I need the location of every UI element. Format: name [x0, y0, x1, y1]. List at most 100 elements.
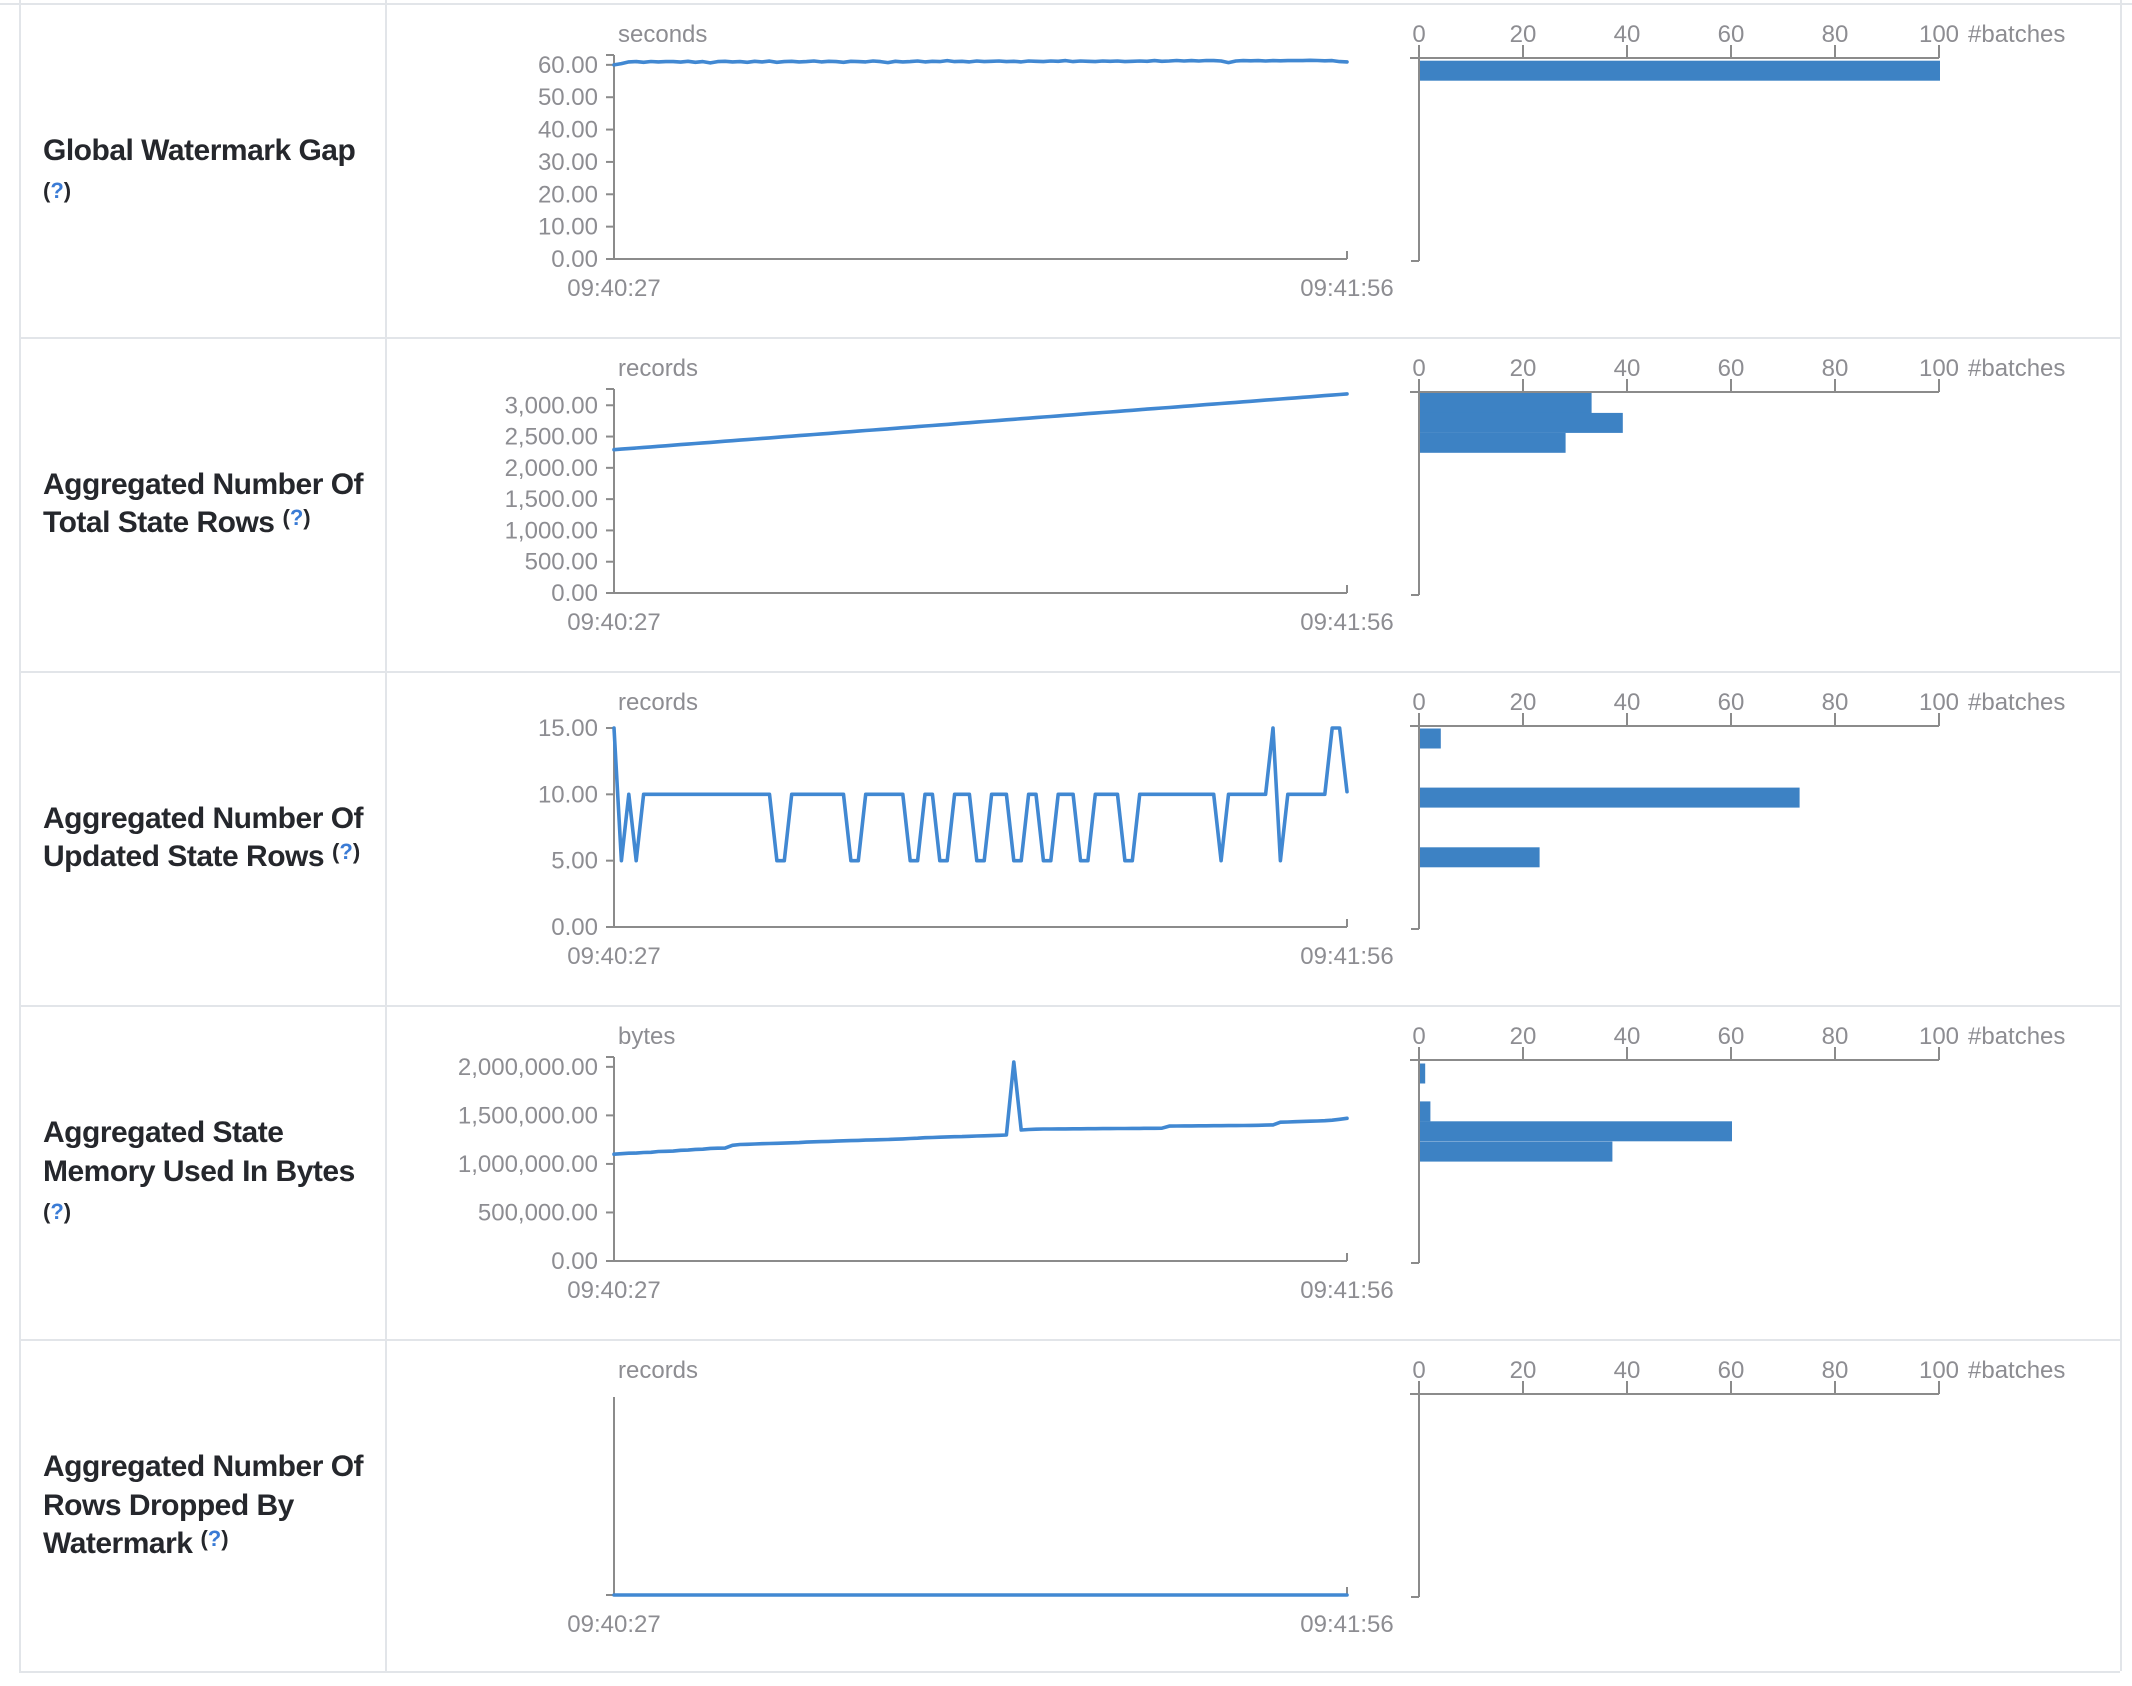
- state-memory-used-charts: bytes 2,000,000.00 1,500,000.00 1,000,000.0…: [458, 1023, 2066, 1304]
- svg-text:80: 80: [1822, 355, 1849, 382]
- metric-title: Aggregated Number Of: [43, 801, 364, 835]
- svg-text:100: 100: [1919, 1023, 1959, 1050]
- svg-text:60: 60: [1718, 1023, 1745, 1050]
- svg-text:40: 40: [1614, 1357, 1641, 1384]
- svg-text:09:40:27: 09:40:27: [567, 943, 660, 970]
- metric-title: Aggregated State: [43, 1116, 284, 1150]
- metric-row-state-memory-used: bytes 2,000,000.00 1,500,000.00 1,000,000.0…: [0, 1005, 2132, 1339]
- help-icon[interactable]: (?): [43, 178, 72, 203]
- metric-title: Aggregated Number Of: [43, 1450, 364, 1484]
- table-left-border: [19, 0, 21, 1671]
- metric-title: Updated State Rows: [43, 840, 325, 873]
- svg-text:0.00: 0.00: [551, 580, 598, 607]
- svg-text:#batches: #batches: [1968, 689, 2065, 716]
- svg-text:60: 60: [1718, 689, 1745, 716]
- svg-text:09:41:56: 09:41:56: [1300, 609, 1393, 636]
- svg-text:60: 60: [1718, 21, 1745, 48]
- svg-text:1,000,000.00: 1,000,000.00: [458, 1151, 598, 1178]
- svg-text:100: 100: [1919, 21, 1959, 48]
- svg-text:0.00: 0.00: [551, 246, 598, 273]
- svg-text:100: 100: [1919, 689, 1959, 716]
- svg-text:09:40:27: 09:40:27: [567, 1611, 660, 1638]
- svg-text:1,500,000.00: 1,500,000.00: [458, 1102, 598, 1129]
- metric-row-global-watermark-gap: seconds 60.00 50.00 40.00 30.00 20.00 10.00 0.0…: [0, 3, 2132, 337]
- svg-text:#batches: #batches: [1968, 21, 2065, 48]
- svg-text:20: 20: [1510, 689, 1537, 716]
- metric-row-updated-state-rows: records 15.00 10.00 5.00 0.00 09:40:27 09:41:5…: [0, 671, 2132, 1005]
- svg-text:0: 0: [1412, 1357, 1425, 1384]
- metric-title: Watermark: [43, 1527, 193, 1561]
- svg-text:records: records: [618, 689, 698, 716]
- help-icon[interactable]: (?): [332, 839, 361, 864]
- svg-text:50.00: 50.00: [538, 84, 598, 111]
- svg-text:80: 80: [1822, 21, 1849, 48]
- svg-text:records: records: [618, 1357, 698, 1384]
- svg-text:80: 80: [1822, 1023, 1849, 1050]
- svg-text:09:40:27: 09:40:27: [567, 275, 660, 302]
- svg-text:2,500.00: 2,500.00: [505, 424, 598, 451]
- svg-text:seconds: seconds: [618, 21, 707, 48]
- metric-title: Aggregated Number Of: [43, 467, 364, 501]
- metric-title: Memory Used In Bytes: [43, 1154, 355, 1188]
- svg-text:0.00: 0.00: [551, 914, 598, 941]
- svg-text:0: 0: [1412, 355, 1425, 382]
- row-separator-3: [19, 1005, 2120, 1007]
- svg-text:15.00: 15.00: [538, 715, 598, 742]
- metric-title: Global Watermark Gap: [43, 133, 356, 167]
- svg-text:40: 40: [1614, 355, 1641, 382]
- svg-text:1,000.00: 1,000.00: [505, 517, 598, 544]
- metric-row-rows-dropped-by-watermark: records 09:40:27 09:41:56 #batches 0 20 40 60 80…: [0, 1339, 2132, 1673]
- svg-text:40: 40: [1614, 21, 1641, 48]
- svg-text:2,000,000.00: 2,000,000.00: [458, 1054, 598, 1081]
- svg-text:20: 20: [1510, 1357, 1537, 1384]
- svg-text:5.00: 5.00: [551, 848, 598, 875]
- label-column-separator: [385, 0, 387, 1671]
- help-icon[interactable]: (?): [43, 1199, 72, 1225]
- svg-text:records: records: [618, 355, 698, 382]
- svg-text:10.00: 10.00: [538, 214, 598, 241]
- svg-text:80: 80: [1822, 1357, 1849, 1384]
- svg-text:60: 60: [1718, 355, 1745, 382]
- svg-text:20: 20: [1510, 21, 1537, 48]
- metric-label-rows-dropped-by-watermark: Aggregated Number Of Rows Dropped By Wat…: [21, 1339, 383, 1673]
- help-icon[interactable]: (?): [282, 505, 311, 530]
- svg-text:09:40:27: 09:40:27: [567, 1277, 660, 1304]
- svg-text:09:40:27: 09:40:27: [567, 609, 660, 636]
- table-right-border: [2120, 0, 2122, 1671]
- metric-label-total-state-rows: Aggregated Number Of Total State Rows (?): [21, 337, 383, 671]
- svg-text:#batches: #batches: [1968, 1023, 2065, 1050]
- table-top-border: [0, 3, 2132, 5]
- svg-text:500,000.00: 500,000.00: [478, 1199, 598, 1226]
- row-separator-4: [19, 1339, 2120, 1341]
- global-watermark-gap-charts: seconds 60.00 50.00 40.00 30.00 20.00 10.00 0.0…: [538, 21, 2065, 302]
- svg-text:bytes: bytes: [618, 1023, 675, 1050]
- svg-text:1,500.00: 1,500.00: [505, 486, 598, 513]
- svg-text:0.00: 0.00: [551, 1248, 598, 1275]
- svg-text:10.00: 10.00: [538, 781, 598, 808]
- svg-text:20: 20: [1510, 1023, 1537, 1050]
- svg-text:20.00: 20.00: [538, 181, 598, 208]
- svg-text:09:41:56: 09:41:56: [1300, 943, 1393, 970]
- metric-row-total-state-rows: records 3,000.00 2,500.00 2,000.00 1,500.00 1…: [0, 337, 2132, 671]
- svg-text:40.00: 40.00: [538, 117, 598, 144]
- svg-text:0: 0: [1412, 689, 1425, 716]
- svg-text:09:41:56: 09:41:56: [1300, 275, 1393, 302]
- svg-text:09:41:56: 09:41:56: [1300, 1277, 1393, 1304]
- row-separator-2: [19, 671, 2120, 673]
- metric-label-state-memory-used: Aggregated State Memory Used In Bytes (?…: [21, 1005, 383, 1339]
- svg-text:2,000.00: 2,000.00: [505, 455, 598, 482]
- metric-title: Total State Rows: [43, 506, 275, 539]
- svg-text:500.00: 500.00: [525, 549, 598, 576]
- svg-text:100: 100: [1919, 355, 1959, 382]
- svg-text:3,000.00: 3,000.00: [505, 392, 598, 419]
- svg-text:0: 0: [1412, 1023, 1425, 1050]
- row-separator-1: [19, 337, 2120, 339]
- svg-text:20: 20: [1510, 355, 1537, 382]
- rows-dropped-by-watermark-charts: records 09:40:27 09:41:56 #batches 0 20 40 60 80…: [567, 1357, 2065, 1638]
- total-state-rows-charts: records 3,000.00 2,500.00 2,000.00 1,500.00 1…: [505, 355, 2066, 636]
- svg-text:#batches: #batches: [1968, 1357, 2065, 1384]
- svg-text:09:41:56: 09:41:56: [1300, 1611, 1393, 1638]
- help-icon[interactable]: (?): [200, 1526, 229, 1552]
